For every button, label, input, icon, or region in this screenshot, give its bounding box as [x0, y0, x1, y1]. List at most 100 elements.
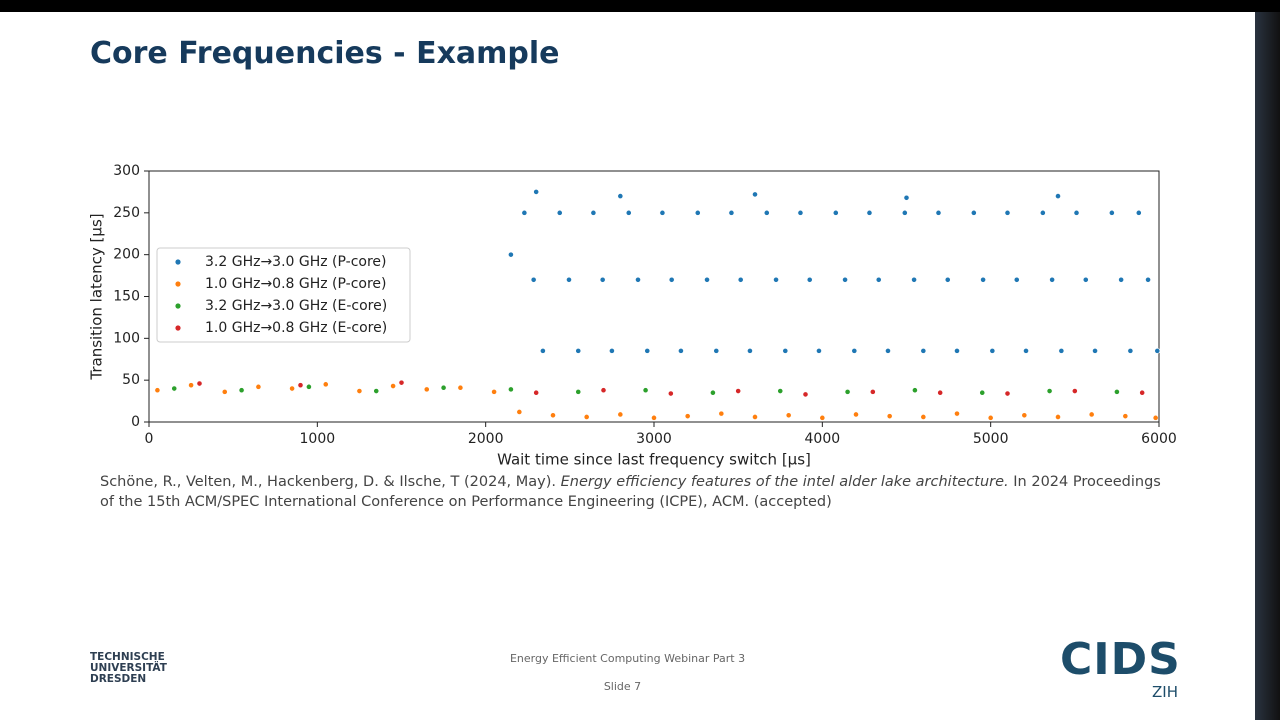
- data-point: [885, 347, 891, 354]
- x-tick-label: 1000: [300, 431, 336, 447]
- data-point: [575, 347, 582, 354]
- data-point: [954, 347, 960, 354]
- x-tick-label: 3000: [636, 431, 672, 447]
- data-point: [1118, 276, 1125, 283]
- data-point: [1021, 412, 1028, 419]
- data-point: [306, 383, 312, 390]
- data-point: [704, 276, 710, 283]
- data-point: [1135, 209, 1142, 216]
- data-point: [1073, 209, 1080, 216]
- data-point: [920, 347, 927, 354]
- x-tick-label: 0: [145, 431, 154, 447]
- data-point: [903, 194, 910, 201]
- data-point: [989, 347, 996, 354]
- data-point: [373, 388, 380, 394]
- data-point: [1082, 276, 1089, 283]
- video-edge: [1255, 12, 1280, 720]
- data-point: [937, 389, 944, 396]
- data-point: [667, 390, 674, 397]
- data-point: [763, 209, 770, 216]
- legend-label: 1.0 GHz→0.8 GHz (P-core): [205, 276, 387, 292]
- data-point: [651, 414, 657, 421]
- data-point: [440, 384, 447, 391]
- data-point: [1088, 411, 1095, 418]
- data-point: [508, 386, 514, 393]
- data-point: [735, 388, 742, 394]
- data-point: [806, 276, 813, 283]
- data-point: [1013, 276, 1020, 283]
- data-point: [802, 391, 809, 398]
- data-point: [356, 388, 363, 394]
- footer-event: Energy Efficient Computing Webinar Part …: [509, 652, 746, 665]
- data-point: [540, 347, 546, 354]
- data-point: [171, 385, 178, 392]
- data-point: [1114, 388, 1120, 395]
- data-point: [508, 251, 514, 258]
- data-point: [920, 414, 927, 420]
- data-point: [154, 387, 161, 394]
- cids-logo: CIDS: [1060, 634, 1181, 685]
- legend-marker: [175, 325, 181, 331]
- data-point: [556, 209, 563, 216]
- data-point: [1055, 193, 1061, 199]
- slide-title: Core Frequencies - Example: [90, 36, 560, 71]
- data-point: [1004, 390, 1011, 397]
- data-point: [1139, 389, 1146, 396]
- data-point: [550, 412, 556, 419]
- data-point: [255, 383, 262, 390]
- data-point: [1039, 209, 1046, 216]
- data-point: [1154, 347, 1161, 354]
- data-point: [625, 209, 632, 216]
- data-point: [851, 347, 858, 354]
- data-point: [575, 388, 582, 395]
- data-point: [617, 411, 624, 418]
- data-point: [1023, 347, 1029, 354]
- data-point: [238, 387, 245, 394]
- data-point: [516, 409, 523, 415]
- x-tick-label: 5000: [973, 431, 1009, 447]
- legend-marker: [175, 303, 181, 309]
- data-point: [521, 209, 528, 216]
- data-point: [785, 412, 792, 419]
- y-tick-label: 0: [131, 414, 140, 430]
- y-tick-label: 100: [113, 330, 140, 346]
- data-point: [1127, 347, 1134, 354]
- data-point: [1108, 209, 1115, 216]
- legend-label: 3.2 GHz→3.0 GHz (E-core): [205, 298, 387, 314]
- data-point: [773, 276, 779, 283]
- legend-label: 3.2 GHz→3.0 GHz (P-core): [205, 254, 387, 270]
- data-point: [944, 276, 951, 283]
- data-point: [1145, 276, 1151, 283]
- data-point: [289, 385, 295, 392]
- data-point: [530, 276, 537, 283]
- data-point: [886, 413, 893, 420]
- data-point: [566, 276, 572, 283]
- data-point: [713, 347, 720, 354]
- legend-label: 1.0 GHz→0.8 GHz (E-core): [205, 320, 387, 336]
- citation-venue: In 2024 Proceedings of the 15th ACM/SPEC…: [100, 474, 1161, 510]
- data-point: [533, 389, 540, 396]
- data-point: [398, 379, 405, 386]
- data-point: [457, 384, 464, 391]
- data-point: [912, 387, 918, 394]
- data-point: [737, 276, 744, 283]
- university-logo: TECHNISCHE UNIVERSITÄT DRESDEN: [90, 651, 167, 685]
- data-point: [221, 388, 228, 395]
- data-point: [832, 209, 839, 216]
- data-point: [954, 410, 960, 417]
- data-point: [1092, 347, 1098, 354]
- data-point: [659, 209, 666, 216]
- data-point: [777, 388, 784, 394]
- slide-number: Slide 7: [603, 680, 642, 693]
- data-point: [188, 382, 194, 389]
- data-point: [600, 387, 607, 394]
- data-point: [747, 347, 753, 354]
- data-point: [1004, 209, 1011, 216]
- data-point: [423, 386, 430, 393]
- data-point: [533, 189, 540, 195]
- data-point: [390, 383, 396, 389]
- data-point: [752, 191, 758, 198]
- data-point: [853, 411, 859, 418]
- y-axis-label: Transition latency [µs]: [88, 213, 106, 380]
